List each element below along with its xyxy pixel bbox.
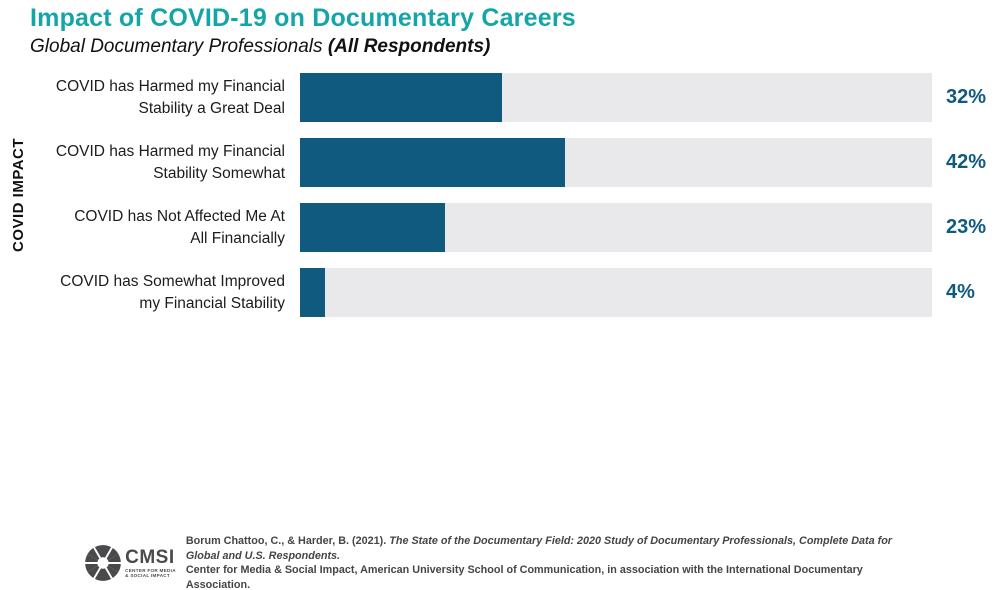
chart-subtitle: Global Documentary Professionals (All Re… [30,36,576,58]
citation-line2: Center for Media & Social Impact, Americ… [185,564,863,590]
bar [300,203,446,252]
cmsi-logo-textwrap: CMSI CENTER FOR MEDIA & SOCIAL IMPACT [125,548,176,578]
cmsi-logo-text: CMSI [125,546,175,568]
bar [300,138,566,187]
source-footer: CMSI CENTER FOR MEDIA & SOCIAL IMPACT Bo… [0,534,1000,590]
bar-track [300,203,932,252]
chart-title: Impact of COVID-19 on Documentary Career… [30,4,576,32]
category-label: COVID has Harmed my Financial Stability … [55,143,285,182]
bar-track [300,73,932,122]
bar-row: COVID has Harmed my Financial Stability … [0,73,1000,122]
chart-subtitle-regular: Global Documentary Professionals [30,36,328,57]
cmsi-aperture-icon [84,545,122,581]
value-label: 4% [946,281,975,303]
bar-row: COVID has Harmed my Financial Stability … [0,138,1000,187]
chart-subtitle-bold: (All Respondents) [327,36,491,57]
bar-chart: COVID has Harmed my Financial Stability … [0,73,1000,317]
bar-row: COVID has Somewhat Improved my Financial… [0,268,1000,317]
cmsi-logo-caption: CENTER FOR MEDIA & SOCIAL IMPACT [125,567,176,578]
category-label: COVID has Not Affected Me At All Financi… [74,208,285,247]
bar-row: COVID has Not Affected Me At All Financi… [0,203,1000,252]
citation-line1-regular: Borum Chattoo, C., & Harder, B. (2021). [185,535,390,547]
value-label: 23% [946,216,987,238]
bar-track [300,138,932,187]
citation-line1-italic: The State of the Documentary Field: 2020… [185,535,893,562]
value-label: 42% [946,151,987,173]
value-label: 32% [946,86,987,108]
bar [300,268,326,317]
category-label: COVID has Somewhat Improved my Financial… [60,273,285,312]
bar [300,73,503,122]
citation-line1: Borum Chattoo, C., & Harder, B. (2021). … [186,534,916,563]
chart-header: Impact of COVID-19 on Documentary Career… [30,4,576,58]
category-label: COVID has Harmed my Financial Stability … [55,78,285,117]
bar-track [300,268,932,317]
citation: Borum Chattoo, C., & Harder, B. (2021). … [186,534,916,590]
cmsi-logo: CMSI CENTER FOR MEDIA & SOCIAL IMPACT [84,544,176,582]
